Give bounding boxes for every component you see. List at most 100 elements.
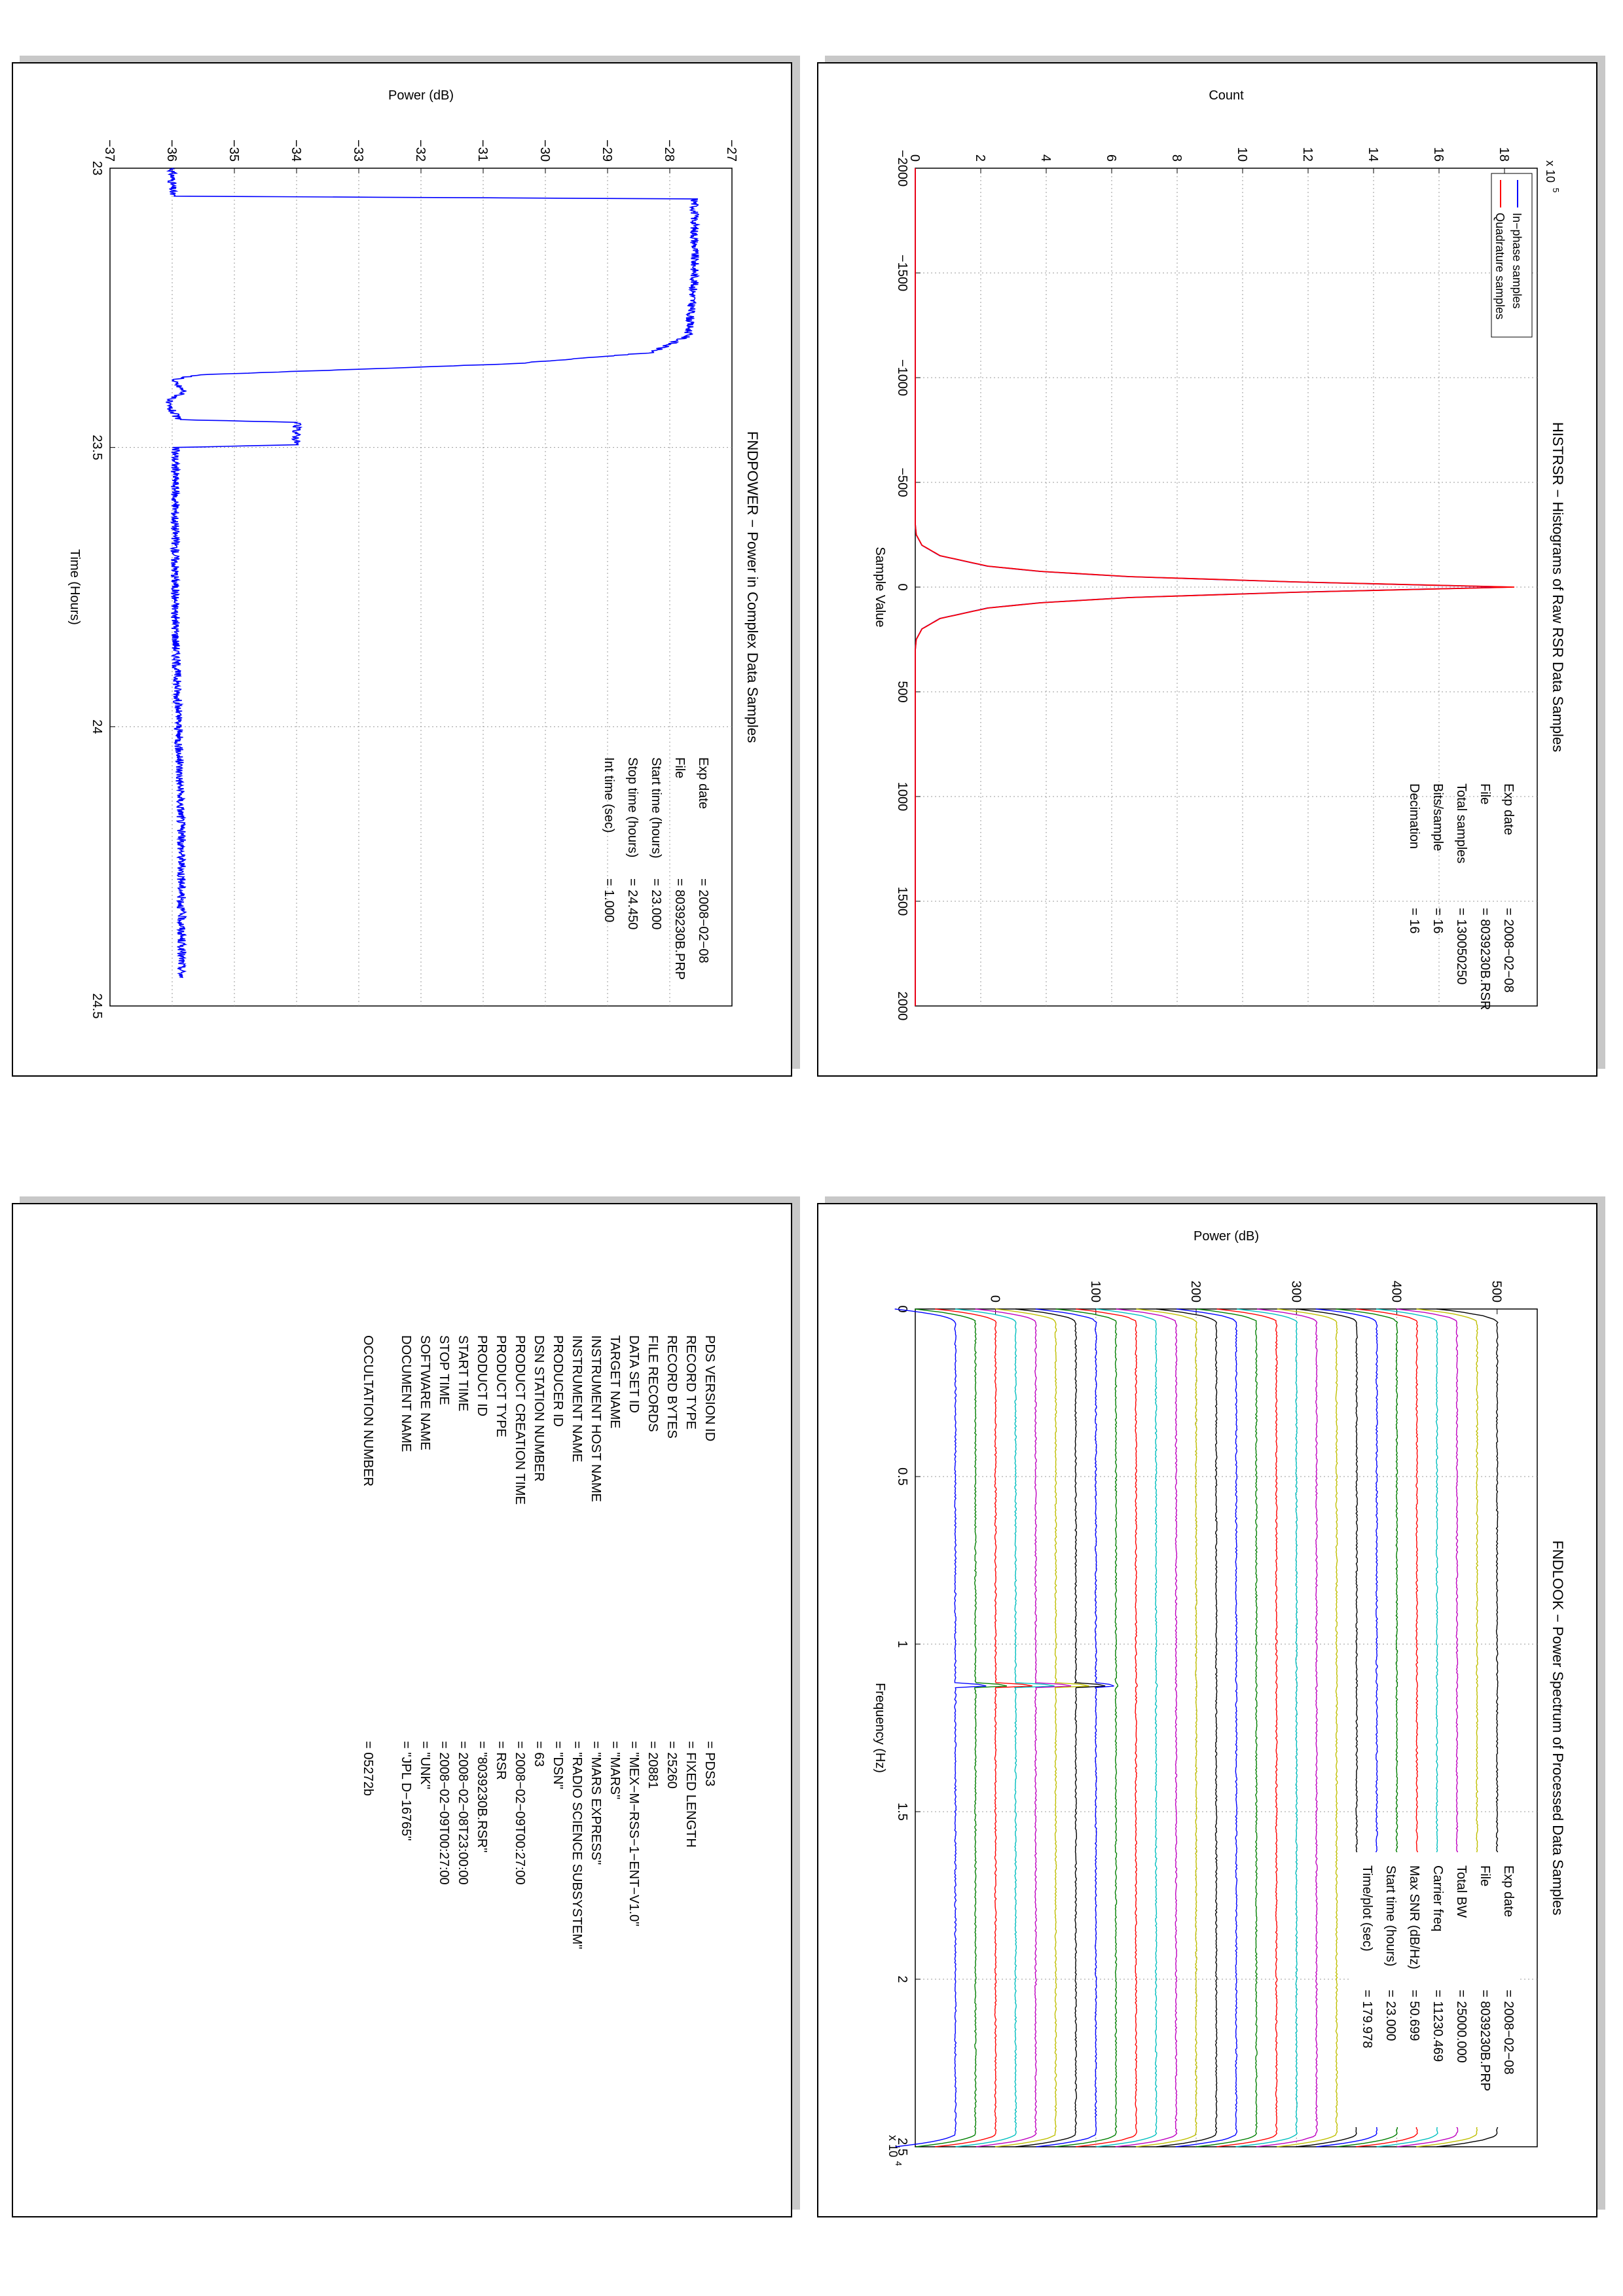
legend-box (1491, 173, 1533, 338)
info-key: Carrier freq (1431, 1865, 1445, 1931)
y-axis-label: Count (1209, 88, 1244, 103)
info-value: = 11230.469 (1431, 1990, 1445, 2062)
spectrum-line-14 (1175, 1308, 1238, 2147)
info-key: Max SNR (dB/Hz) (1407, 1865, 1421, 1969)
y-tick-label: −32 (413, 139, 428, 162)
pds-key: RECORD TYPE (684, 1335, 698, 1429)
pds-value: = 20881 (646, 1741, 660, 1789)
legend-label: Quadrature samples (1493, 213, 1506, 319)
x-tick-label: 1500 (895, 887, 909, 916)
info-key: Exp date (1501, 1865, 1516, 1917)
info-value: = 179.978 (1360, 1990, 1374, 2049)
info-value: = 8039230B.PRP (672, 878, 687, 980)
y-tick-label: −37 (102, 139, 117, 162)
y-axis-label: Power (dB) (388, 88, 454, 103)
x-tick-label: 1.5 (895, 1803, 909, 1821)
spectrum-line-6 (1015, 1308, 1106, 2147)
fndlook-chart: 0 0.5 1 1.5 2 2.5 0 100 200 300 400 500 FNDLOOK − Po… (873, 1229, 1566, 2166)
x-tick-label: 24.5 (90, 994, 104, 1019)
pds-label-table: PDS VERSION ID = PDS3 RECORD TYPE = FIXED L… (361, 1335, 717, 1949)
info-value: = 130050250 (1454, 908, 1468, 984)
y-tick-label: 4 (1038, 154, 1053, 162)
x-tick-label: −500 (895, 467, 909, 497)
spectrum-line-5 (994, 1308, 1089, 2147)
y-scale-label: x 10 (1544, 160, 1557, 183)
pds-key: INSTRUMENT NAME (570, 1335, 584, 1462)
x-tick-label: −2000 (895, 150, 909, 187)
spectrum-line-11 (1115, 1308, 1178, 2147)
spectrum-line-10 (1095, 1308, 1158, 2147)
pds-value: = 2008−02−09T00:27:00 (513, 1741, 527, 1885)
pds-key: DOCUMENT NAME (399, 1335, 413, 1452)
info-value: = 23.000 (649, 878, 663, 929)
pds-key: TARGET NAME (608, 1335, 622, 1429)
pds-key: PRODUCT CREATION TIME (513, 1335, 527, 1505)
y-tick-label: 12 (1300, 147, 1315, 162)
y-tick-label: −27 (724, 139, 739, 162)
pds-value: = "MARS EXPRESS" (589, 1741, 603, 1865)
y-tick-label: 16 (1431, 147, 1446, 162)
pds-value: = "DSN" (551, 1741, 565, 1789)
info-value: = 25000.000 (1454, 1990, 1468, 2063)
pds-value: = "MEX−M−RSS−1−ENT−V1.0" (627, 1741, 641, 1926)
pds-key: PRODUCER ID (551, 1335, 565, 1427)
chart-title: FNDPOWER − Power in Complex Data Samples (744, 431, 761, 743)
info-value: = 8039230B.RSR (1478, 908, 1492, 1010)
x-scale-exponent: 4 (894, 2161, 903, 2166)
x-tick-label: 2000 (895, 992, 909, 1021)
x-tick-label: 1000 (895, 782, 909, 812)
y-tick-label: −31 (475, 139, 490, 162)
legend: In−phase samples Quadrature samples (1491, 173, 1533, 338)
info-key: File (1478, 783, 1492, 804)
y-scale-exponent: 5 (1551, 188, 1561, 192)
histrsr-chart: −2000 −1500 −1000 −500 0 500 1000 1500 2000 0 2 4 6 8… (873, 88, 1566, 1021)
info-background (1350, 1852, 1520, 2127)
y-tick-label: 2 (973, 154, 987, 162)
fndlook-panel: 0 0.5 1 1.5 2 2.5 0 100 200 300 400 500 FNDLOOK − Po… (817, 1196, 1605, 2217)
info-key: Exp date (1501, 783, 1516, 835)
chart-title: HISTRSR − Histograms of Raw RSR Data Sam… (1550, 422, 1566, 752)
pds-value: = "MARS" (608, 1741, 622, 1799)
pds-key: RECORD BYTES (665, 1335, 679, 1439)
spectrum-line-18 (1256, 1308, 1318, 2147)
y-tick-label: 14 (1366, 147, 1380, 162)
y-tick-label: −29 (600, 139, 614, 162)
x-tick-label: 0 (895, 1305, 909, 1312)
y-tick-label: 200 (1188, 1281, 1203, 1302)
histrsr-panel: −2000 −1500 −1000 −500 0 500 1000 1500 2000 0 2 4 6 8… (817, 56, 1605, 1077)
info-value: = 2008−02−08 (1501, 908, 1516, 993)
info-key: Total samples (1454, 783, 1468, 863)
info-value: = 1.000 (602, 878, 616, 922)
y-tick-label: −36 (164, 139, 179, 162)
x-tick-label: 24 (90, 719, 104, 734)
y-tick-label: 100 (1088, 1281, 1103, 1302)
y-tick-label: 18 (1497, 147, 1511, 162)
x-tick-label: −1000 (895, 359, 909, 396)
info-key: Total BW (1454, 1865, 1468, 1918)
pds-key: PDS VERSION ID (702, 1335, 717, 1441)
pds-key: PRODUCT TYPE (494, 1335, 508, 1437)
pds-value: = "JPL D−16765" (399, 1741, 413, 1840)
info-value: = 50.699 (1407, 1990, 1421, 2041)
pds-value: = 63 (532, 1741, 546, 1767)
pds-key: DSN STATION NUMBER (532, 1335, 546, 1482)
pds-value: = 25260 (665, 1741, 679, 1789)
pds-key: DATA SET ID (627, 1335, 641, 1413)
x-tick-label: 2 (895, 1975, 909, 1982)
x-tick-label: 23.5 (90, 435, 104, 460)
pds-key: INSTRUMENT HOST NAME (589, 1335, 603, 1502)
pds-value: = "UNK" (418, 1741, 432, 1789)
y-tick-label: 500 (1489, 1281, 1504, 1302)
y-tick-label: 400 (1389, 1281, 1403, 1302)
info-value: = 2008−02−08 (696, 878, 710, 963)
y-tick-label: 6 (1104, 154, 1118, 162)
info-value: = 8039230B.PRP (1478, 1990, 1492, 2091)
pds-value: = "8039230B.RSR" (475, 1741, 489, 1852)
x-tick-label: 500 (895, 681, 909, 702)
y-tick-label: 300 (1288, 1281, 1303, 1302)
y-tick-label: −28 (662, 139, 676, 162)
spectrum-line-13 (1156, 1308, 1218, 2147)
pds-key: PRODUCT ID (475, 1335, 489, 1416)
power-series-line (166, 168, 701, 978)
